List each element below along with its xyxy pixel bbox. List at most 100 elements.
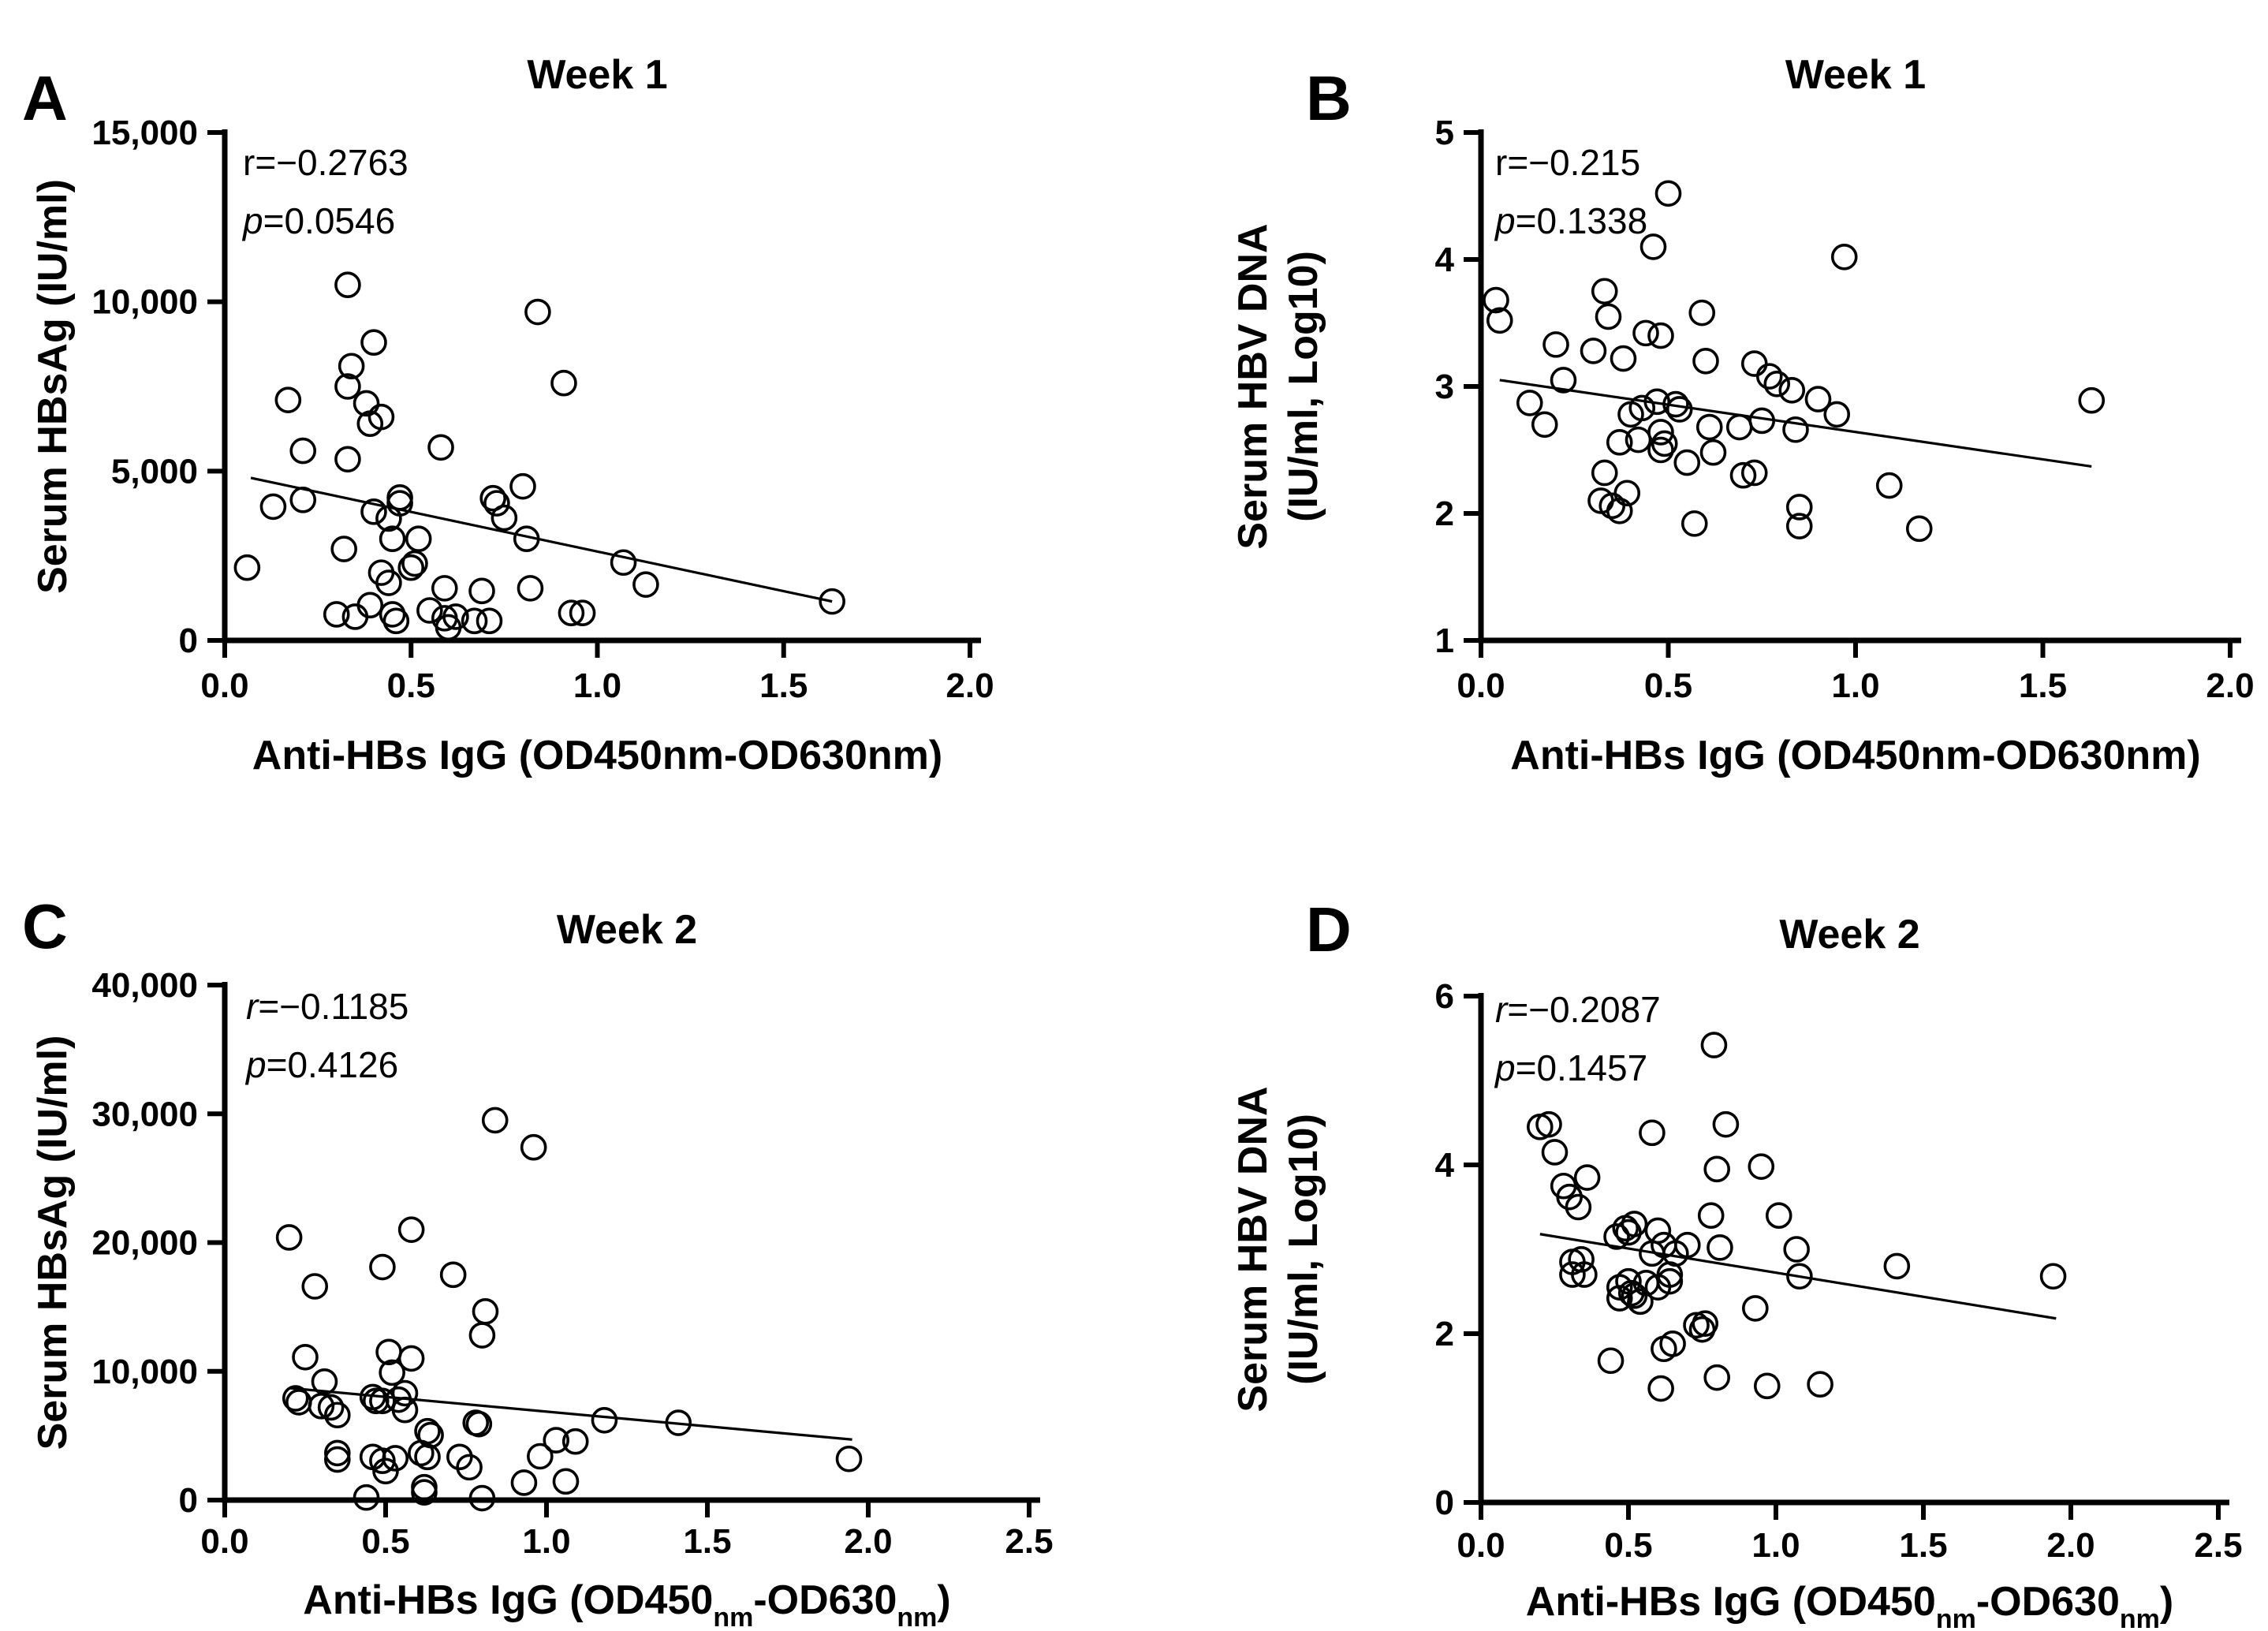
data-point [317, 1394, 345, 1421]
data-point [1753, 1372, 1781, 1400]
data-point [1483, 286, 1509, 314]
panel-b-chart: B Week 1 0.0 0.5 1.0 1.5 2.0 1 2 3 4 5 Serum HBV DNA… [1230, 52, 2255, 778]
data-point [552, 1468, 580, 1495]
data-point [1651, 1335, 1677, 1363]
data-point [369, 1253, 396, 1281]
data-point [510, 1469, 538, 1496]
chart-title: Week 1 [527, 52, 667, 98]
data-point [509, 472, 536, 500]
y-tick-label: 15,000 [91, 114, 198, 152]
data-point [401, 550, 428, 577]
data-point [330, 536, 358, 562]
data-point [1597, 1347, 1625, 1375]
y-tick-label: 0 [179, 1481, 198, 1520]
data-point [1742, 1295, 1769, 1322]
y-axis-label: Serum HBsAg (IU/ml) [30, 179, 76, 594]
data-point [2078, 386, 2106, 414]
y-axis-label: Serum HBV DNA [1230, 223, 1276, 549]
y-tick-label: 40,000 [91, 966, 198, 1005]
x-tick-label: 0.0 [200, 666, 248, 705]
y-tick-label: 2 [1435, 495, 1454, 533]
data-point [1615, 1219, 1642, 1246]
stat-p-symbol: p [1494, 1047, 1516, 1088]
data-point [1700, 1032, 1728, 1058]
data-point [1695, 413, 1723, 441]
data-point [446, 1443, 473, 1471]
data-point [1707, 1234, 1733, 1261]
x-tick-label: 1.5 [2019, 666, 2067, 705]
data-point [1531, 411, 1558, 439]
stat-p: p=0.0546 [241, 200, 395, 241]
data-point [360, 329, 387, 356]
stat-p-symbol: p [244, 1044, 267, 1085]
stat-r: r=−0.215 [1495, 142, 1640, 183]
data-point [1804, 386, 1832, 412]
trend-line [289, 1387, 852, 1441]
data-point [1644, 1217, 1672, 1245]
y-tick-label: 2 [1435, 1315, 1454, 1353]
chart-title: Week 2 [1779, 912, 1919, 957]
stat-p: p=0.1338 [1494, 200, 1647, 241]
data-point [456, 1454, 483, 1481]
data-point [1628, 394, 1656, 422]
x-tick-label: 1.5 [1899, 1526, 1947, 1565]
data-point [1875, 472, 1903, 499]
data-point [439, 1261, 467, 1289]
data-point [1571, 1261, 1598, 1288]
data-point [1535, 1110, 1562, 1138]
data-point [468, 577, 495, 605]
y-tick-label: 5,000 [111, 452, 198, 491]
data-point [1573, 1164, 1601, 1191]
data-point [353, 1484, 380, 1511]
data-point [301, 1273, 329, 1300]
y-tick-label: 10,000 [91, 1353, 198, 1391]
data-point [472, 1298, 499, 1325]
x-axis-label-part: -OD630 [753, 1577, 897, 1623]
x-tick-label: 1.5 [683, 1522, 731, 1561]
trend-line [250, 476, 833, 603]
data-point [334, 271, 361, 299]
data-point [1740, 459, 1768, 487]
data-point [360, 498, 387, 525]
data-point [274, 386, 302, 413]
data-point [1606, 1285, 1633, 1312]
stat-r: r=−0.2763 [243, 142, 408, 183]
stat-r-value: =−0.2087 [1507, 989, 1660, 1030]
data-point [259, 493, 287, 521]
data-point [1659, 1331, 1686, 1357]
data-point [382, 607, 410, 635]
y-tick-label: 20,000 [91, 1224, 198, 1263]
scatter-points [1483, 180, 2106, 543]
data-point [527, 1443, 554, 1470]
data-point [1765, 1202, 1792, 1230]
y-tick-label: 0 [1435, 1484, 1454, 1522]
data-point [1697, 1202, 1725, 1230]
data-point [1627, 1288, 1654, 1316]
data-point [1763, 370, 1791, 397]
y-tick-label: 10,000 [91, 283, 198, 322]
data-point [1632, 319, 1659, 347]
stat-r-symbol: r [243, 142, 255, 183]
data-point [1606, 429, 1633, 456]
data-point [369, 1447, 396, 1475]
stat-r: r=−0.1185 [246, 986, 408, 1027]
data-point [386, 484, 413, 511]
panel-letter: A [22, 63, 68, 133]
y-tick-label: 3 [1435, 368, 1454, 406]
data-point [491, 504, 518, 532]
stat-r-symbol: r [1495, 989, 1509, 1030]
x-axis-label: Anti-HBs IgG (OD450nm-OD630nm) [1526, 1579, 2173, 1631]
data-point [1785, 494, 1813, 521]
data-point [289, 437, 317, 465]
data-point [1621, 1211, 1648, 1237]
data-point [338, 353, 365, 380]
data-point [513, 525, 540, 553]
data-point [275, 1224, 303, 1251]
x-axis-label-subscript: nm [2120, 1604, 2160, 1631]
data-point [1568, 1246, 1595, 1273]
data-point [835, 1445, 863, 1472]
data-point [1550, 367, 1577, 394]
data-point [1486, 307, 1513, 334]
axes [1478, 993, 2229, 1506]
